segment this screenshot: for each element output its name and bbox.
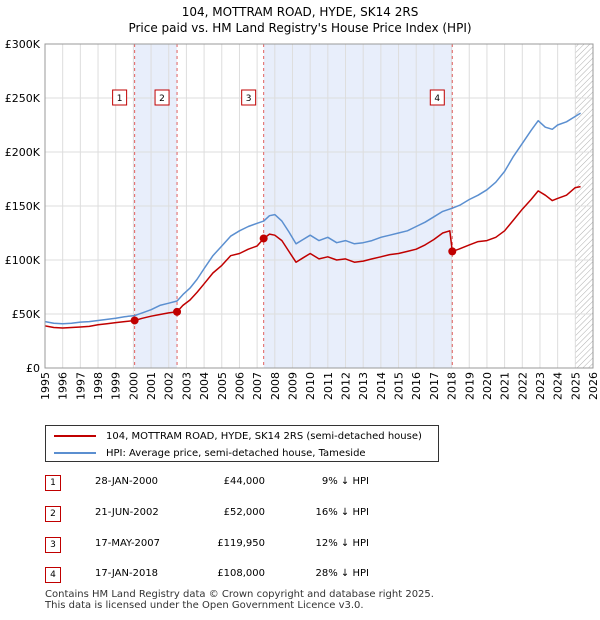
sale-row: 2 21-JUN-2002 £52,000 16% ↓ HPI bbox=[45, 506, 465, 522]
sale-date: 17-MAY-2007 bbox=[95, 538, 161, 549]
x-tick-label: 2017 bbox=[428, 372, 441, 400]
footer: Contains HM Land Registry data © Crown c… bbox=[45, 589, 434, 611]
sale-price: £108,000 bbox=[217, 568, 265, 579]
hpi-line bbox=[45, 112, 581, 325]
x-tick-label: 2026 bbox=[587, 372, 600, 400]
x-tick-label: 1997 bbox=[74, 372, 87, 400]
y-tick-label: £0 bbox=[26, 362, 40, 375]
x-tick-label: 2004 bbox=[198, 372, 211, 400]
y-tick-label: £200K bbox=[5, 146, 41, 159]
sale-number-badge: 4 bbox=[45, 567, 61, 583]
x-tick-label: 2006 bbox=[233, 372, 246, 400]
x-tick-label: 2001 bbox=[145, 372, 158, 400]
sale-number-badge: 1 bbox=[45, 475, 61, 491]
sale-hpi-diff: 12% ↓ HPI bbox=[315, 538, 369, 549]
sale-hpi-diff: 16% ↓ HPI bbox=[315, 507, 369, 518]
legend-swatch-property bbox=[54, 435, 96, 437]
legend-label-property: 104, MOTTRAM ROAD, HYDE, SK14 2RS (semi-… bbox=[106, 430, 422, 442]
x-tick-label: 2012 bbox=[340, 372, 353, 400]
x-tick-label: 2013 bbox=[357, 372, 370, 400]
y-tick-label: £50K bbox=[12, 308, 41, 321]
sale-number-box bbox=[112, 89, 128, 106]
x-tick-label: 2019 bbox=[463, 372, 476, 400]
x-tick-label: 1998 bbox=[92, 372, 105, 400]
sale-hpi-diff: 9% ↓ HPI bbox=[321, 476, 369, 487]
x-tick-label: 2009 bbox=[286, 372, 299, 400]
x-tick-label: 1999 bbox=[110, 372, 123, 400]
legend-item-property: 104, MOTTRAM ROAD, HYDE, SK14 2RS (semi-… bbox=[54, 428, 422, 444]
sale-date: 17-JAN-2018 bbox=[95, 568, 159, 579]
sale-row: 4 17-JAN-2018 £108,000 28% ↓ HPI bbox=[45, 567, 465, 583]
sale-number-box bbox=[429, 89, 445, 106]
x-tick-label: 2014 bbox=[375, 372, 388, 400]
x-tick-label: 2002 bbox=[163, 372, 176, 400]
sale-number-box bbox=[241, 89, 257, 106]
sale-number-badge: 3 bbox=[45, 537, 61, 553]
chart-title: 104, MOTTRAM ROAD, HYDE, SK14 2RS bbox=[182, 5, 419, 19]
x-tick-label: 2023 bbox=[534, 372, 547, 400]
x-tick-label: 2008 bbox=[269, 372, 282, 400]
legend: 104, MOTTRAM ROAD, HYDE, SK14 2RS (semi-… bbox=[45, 425, 439, 462]
x-tick-label: 2015 bbox=[393, 372, 406, 400]
x-tick-label: 2005 bbox=[216, 372, 229, 400]
x-tick-label: 2021 bbox=[499, 372, 512, 400]
y-tick-label: £300K bbox=[5, 38, 41, 51]
sale-number-label: 1 bbox=[117, 94, 123, 104]
x-tick-label: 2010 bbox=[304, 372, 317, 400]
sale-point bbox=[173, 307, 182, 316]
sale-point bbox=[259, 234, 268, 243]
chart-subtitle: Price paid vs. HM Land Registry's House … bbox=[128, 21, 471, 35]
x-tick-label: 2025 bbox=[569, 372, 582, 400]
x-tick-label: 2003 bbox=[180, 372, 193, 400]
x-tick-label: 2024 bbox=[552, 372, 565, 400]
x-tick-label: 2007 bbox=[251, 372, 264, 400]
x-tick-label: 2018 bbox=[446, 372, 459, 400]
legend-item-hpi: HPI: Average price, semi-detached house,… bbox=[54, 445, 366, 461]
y-tick-label: £100K bbox=[5, 254, 41, 267]
sale-hpi-diff: 28% ↓ HPI bbox=[315, 568, 369, 579]
sale-price: £52,000 bbox=[223, 507, 265, 518]
x-tick-label: 2016 bbox=[410, 372, 423, 400]
sale-row: 1 28-JAN-2000 £44,000 9% ↓ HPI bbox=[45, 475, 465, 491]
property-price-line bbox=[45, 185, 581, 329]
sale-number-badge: 2 bbox=[45, 506, 61, 522]
legend-swatch-hpi bbox=[54, 452, 96, 454]
y-tick-label: £250K bbox=[5, 92, 41, 105]
x-tick-label: 2000 bbox=[127, 372, 140, 400]
sale-date: 28-JAN-2000 bbox=[95, 476, 159, 487]
sale-number-label: 3 bbox=[246, 94, 252, 104]
sale-point bbox=[448, 247, 457, 256]
footer-licence: This data is licensed under the Open Gov… bbox=[45, 600, 364, 611]
x-tick-label: 2022 bbox=[516, 372, 529, 400]
x-tick-label: 1995 bbox=[39, 372, 52, 400]
price-chart: 104, MOTTRAM ROAD, HYDE, SK14 2RS Price … bbox=[5, 5, 600, 400]
sale-point bbox=[130, 316, 139, 325]
x-tick-label: 2020 bbox=[481, 372, 494, 400]
sale-date: 21-JUN-2002 bbox=[95, 507, 159, 518]
x-tick-label: 1996 bbox=[57, 372, 70, 400]
y-tick-label: £150K bbox=[5, 200, 41, 213]
sale-row: 3 17-MAY-2007 £119,950 12% ↓ HPI bbox=[45, 537, 465, 553]
plot-border bbox=[44, 43, 594, 369]
sale-number-label: 4 bbox=[434, 94, 440, 104]
x-tick-label: 2011 bbox=[322, 372, 335, 400]
legend-label-hpi: HPI: Average price, semi-detached house,… bbox=[106, 447, 366, 459]
sale-price: £119,950 bbox=[217, 538, 265, 549]
sale-number-label: 2 bbox=[159, 94, 165, 104]
sale-price: £44,000 bbox=[223, 476, 265, 487]
sale-number-box bbox=[154, 89, 170, 106]
footer-copyright: Contains HM Land Registry data © Crown c… bbox=[45, 589, 434, 600]
